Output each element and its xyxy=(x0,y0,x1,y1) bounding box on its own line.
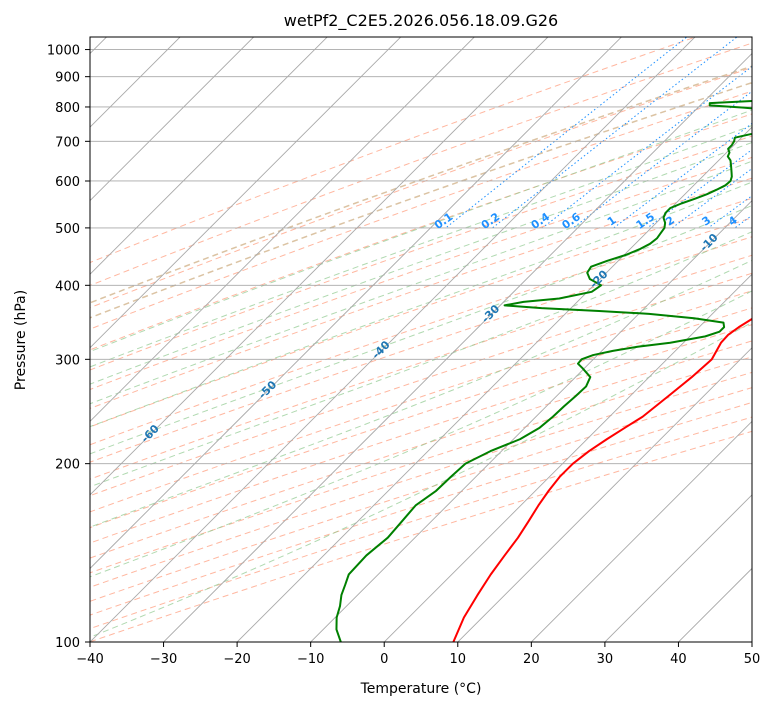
x-tick-label: 0 xyxy=(380,652,388,667)
isotherm-line xyxy=(162,52,752,642)
x-tick-label: 50 xyxy=(744,652,761,667)
y-tick-label: 400 xyxy=(55,279,80,294)
moist-adiabat-line xyxy=(90,259,752,528)
dry-adiabat-line xyxy=(90,340,752,559)
y-tick-label: 900 xyxy=(55,71,80,86)
x-tick-label: 10 xyxy=(450,652,467,667)
y-tick-label: 300 xyxy=(55,353,80,368)
plot-frame xyxy=(89,36,753,643)
isotherm-line xyxy=(90,37,623,570)
isobar-gridlines xyxy=(90,49,752,642)
moist-adiabat-line xyxy=(90,125,752,368)
dry-adiabat-line xyxy=(90,324,752,544)
isotherm-line xyxy=(90,37,549,496)
x-axis-label: Temperature (°C) xyxy=(360,681,482,697)
dry-adiabat-line xyxy=(90,290,752,513)
dewpoint-line xyxy=(335,100,752,642)
isotherm-line xyxy=(383,273,752,642)
plot-area xyxy=(90,37,752,642)
isotherm-line xyxy=(90,37,475,422)
x-tick-label: −20 xyxy=(223,652,250,667)
dry-adiabat-line xyxy=(90,197,752,428)
isotherm-line xyxy=(90,37,328,275)
y-tick-label: 1000 xyxy=(47,44,80,59)
x-tick-label: −10 xyxy=(297,652,324,667)
chart-title: wetPf2_C2E5.2026.056.18.09.G26 xyxy=(284,11,558,31)
moist-adiabat-line xyxy=(90,205,752,455)
y-tick-label: 100 xyxy=(55,636,80,651)
dry-adiabat-line xyxy=(90,217,752,446)
y-tick-label: 500 xyxy=(55,222,80,237)
isotherm-line xyxy=(236,126,752,642)
dry-adiabat-line xyxy=(90,371,752,588)
isotherm-line xyxy=(90,37,402,349)
x-tick-label: −40 xyxy=(76,652,103,667)
x-tick-label: 40 xyxy=(670,652,687,667)
isotherm-line xyxy=(604,494,752,642)
x-tick-label: 30 xyxy=(597,652,614,667)
y-tick-label: 700 xyxy=(55,135,80,150)
temperature-line xyxy=(452,317,752,642)
isotherm-line xyxy=(90,37,696,642)
y-axis-label: Pressure (hPa) xyxy=(13,290,29,390)
dry-adiabat-line xyxy=(90,254,752,480)
isotherm-line xyxy=(90,37,255,202)
y-tick-label: 200 xyxy=(55,458,80,473)
y-tick-label: 600 xyxy=(55,175,80,190)
moist-adiabat-line xyxy=(90,141,752,385)
moist-adiabat-line xyxy=(90,321,752,638)
x-tick-label: 20 xyxy=(523,652,540,667)
axes: −40 −30 −20 −10 0 10 20 30 40 50 1000 900 800 700 600 5… xyxy=(47,44,760,667)
isotherm-gridlines xyxy=(90,37,752,642)
y-tick-label: 800 xyxy=(55,101,80,116)
sounding-series xyxy=(335,100,752,642)
isotherm-line xyxy=(457,347,752,642)
isotherm-line xyxy=(530,420,752,642)
x-tick-label: −30 xyxy=(150,652,177,667)
isotherm-line xyxy=(310,200,752,642)
moist-adiabat-line xyxy=(90,109,752,353)
